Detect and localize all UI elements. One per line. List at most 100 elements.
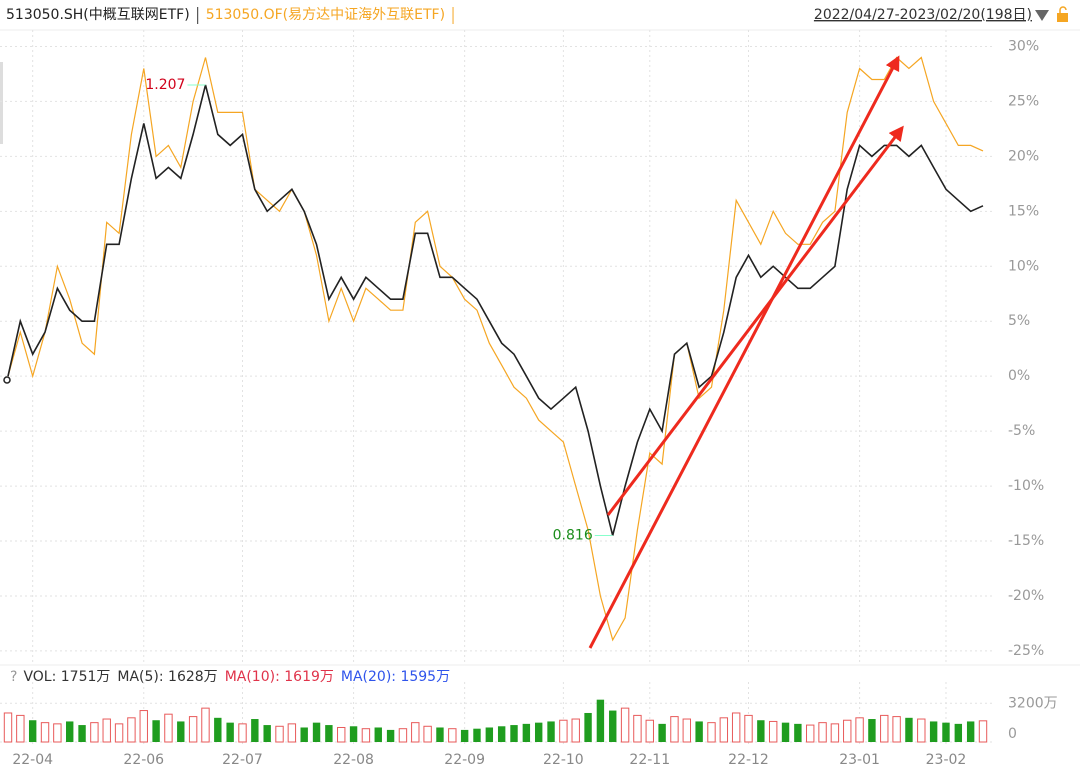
volume-bar [201, 707, 210, 743]
series-line [7, 56, 984, 642]
y-tick-label: -25% [1008, 643, 1044, 659]
y-tick-label: -20% [1008, 588, 1044, 604]
volume-bar [917, 718, 926, 743]
x-tick-label: 22-07 [222, 752, 263, 768]
volume-bar [275, 725, 284, 743]
volume-bar [127, 717, 136, 743]
volume-bar [423, 725, 432, 743]
help-icon[interactable]: ? [10, 669, 17, 685]
x-tick-label: 22-11 [629, 752, 670, 768]
y-tick-label: 5% [1008, 313, 1030, 329]
volume-bar [263, 725, 271, 742]
y-tick-label: 15% [1008, 203, 1039, 219]
lock-icon-shackle [1059, 6, 1067, 13]
y-tick-label: -10% [1008, 478, 1044, 494]
y-tick-label: 10% [1008, 258, 1039, 274]
volume-bar [892, 716, 901, 743]
volume-bar [744, 714, 753, 743]
volume-bar [596, 699, 605, 742]
volume-bar [386, 729, 395, 742]
x-tick-label: 23-02 [926, 752, 967, 768]
y-tick-label: 25% [1008, 93, 1039, 109]
volume-bar [448, 728, 457, 743]
volume-bar [238, 723, 247, 743]
volume-legend-item: MA(20): 1595万 [341, 669, 450, 685]
volume-bar [226, 722, 234, 742]
x-tick-label: 22-12 [728, 752, 769, 768]
legend-series-1: 513050.OF(易方达中证海外互联ETF) [206, 7, 445, 23]
start-marker [3, 376, 11, 384]
volume-bar [152, 720, 160, 742]
volume-bar [374, 727, 382, 742]
y-tick-label: -5% [1008, 423, 1035, 439]
volume-bar [942, 722, 950, 742]
volume-bar [3, 712, 13, 743]
volume-bar [102, 718, 111, 743]
y-tick-label: 30% [1008, 38, 1039, 54]
legend-series-0: 513050.SH(中概互联网ETF) [6, 7, 190, 23]
volume-bar [473, 728, 481, 742]
volume-bar [164, 713, 173, 743]
volume-bar [571, 718, 580, 743]
lock-icon[interactable] [1057, 13, 1068, 22]
volume-bar [497, 726, 506, 742]
volume-bar [978, 720, 988, 743]
x-tick-label: 22-08 [333, 752, 374, 768]
dropdown-arrow[interactable] [1035, 10, 1049, 21]
volume-bar [781, 722, 790, 742]
volume-bar [731, 712, 741, 743]
volume-bar [707, 722, 716, 743]
volume-bar [40, 722, 50, 743]
max-label: 1.207 [145, 77, 185, 93]
volume-bar [325, 725, 333, 742]
volume-bar [114, 723, 124, 743]
volume-bar [361, 728, 371, 743]
volume-bar [559, 719, 568, 743]
annotation-arrow [588, 55, 900, 649]
volume-bar [929, 721, 938, 742]
volume-bar [139, 710, 148, 743]
volume-bar [719, 717, 729, 743]
volume-bar [398, 728, 408, 743]
annotation-arrow [606, 125, 904, 516]
min-label: 0.816 [553, 528, 593, 544]
volume-bar [584, 712, 592, 742]
y-tick-label: -15% [1008, 533, 1044, 549]
volume-bar [645, 719, 654, 743]
x-tick-label: 23-01 [839, 752, 880, 768]
volume-bar [411, 722, 420, 743]
volume-bar [609, 710, 617, 742]
volume-bar [695, 721, 703, 742]
date-range[interactable]: 2022/04/27-2023/02/20(198日) [814, 7, 1032, 23]
volume-legend-item: MA(5): 1628万 [117, 669, 217, 685]
volume-bar [522, 723, 531, 742]
volume-bar [818, 722, 827, 743]
x-tick-label: 22-04 [12, 752, 53, 768]
volume-bar [78, 725, 86, 742]
volume-bar [806, 724, 815, 743]
volume-bar [214, 717, 222, 742]
y-tick-label: 3200万 [1008, 695, 1058, 711]
volume-bar [620, 707, 630, 743]
volume-bar [337, 726, 346, 743]
volume-bar [287, 723, 297, 743]
volume-bar [349, 726, 358, 742]
volume-legend-item: MA(10): 1619万 [225, 669, 334, 685]
volume-bar [534, 722, 543, 742]
volume-bar [794, 723, 802, 742]
volume-bar [954, 723, 963, 742]
volume-bar [436, 727, 444, 742]
y-tick-label: 20% [1008, 148, 1039, 164]
volume-bar [905, 717, 913, 742]
volume-bar [485, 727, 494, 742]
volume-bar [670, 716, 679, 743]
volume-bar [966, 721, 975, 742]
volume-bar [880, 714, 889, 743]
volume-bar [53, 723, 62, 743]
volume-bar [177, 721, 185, 742]
volume-bar [682, 718, 691, 743]
volume-bar [16, 714, 25, 743]
volume-bar [633, 714, 642, 743]
volume-bar [510, 725, 518, 742]
